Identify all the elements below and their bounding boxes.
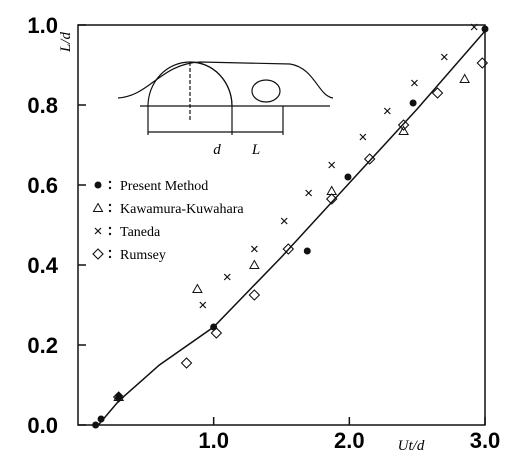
- point: [476, 57, 489, 69]
- legend-label: Kawamura-Kuwahara: [120, 202, 244, 217]
- point: [344, 173, 352, 181]
- point: [409, 99, 417, 107]
- legend-separator: [108, 249, 112, 253]
- y-tick-label: 0.2: [27, 333, 58, 358]
- point: [440, 53, 448, 61]
- point: [248, 289, 261, 301]
- point: [249, 259, 260, 269]
- x-tick-label: 1.0: [198, 428, 229, 453]
- legend-label: Present Method: [120, 179, 208, 194]
- point: [363, 153, 376, 165]
- x-tick-label: 2.0: [334, 428, 365, 453]
- plot-frame: [77, 24, 486, 426]
- point: [328, 161, 336, 169]
- legend-separator: [108, 226, 112, 230]
- point: [359, 133, 367, 141]
- y-axis-label: L/d: [58, 31, 74, 53]
- legend-separator: [108, 186, 112, 190]
- legend-separator: [108, 232, 112, 236]
- point: [250, 245, 258, 253]
- point: [92, 421, 100, 429]
- legend-label: Rumsey: [120, 248, 166, 263]
- point: [459, 73, 471, 83]
- y-tick-label: 0.8: [27, 93, 58, 118]
- point: [411, 79, 418, 87]
- fit-line: [97, 30, 486, 426]
- legend-marker: [92, 202, 104, 212]
- point: [397, 119, 410, 131]
- legend-separator: [108, 255, 112, 259]
- legend-separator: [108, 209, 112, 213]
- point: [280, 217, 288, 225]
- inset-diagram: [117, 61, 334, 135]
- point: [192, 283, 203, 293]
- y-tick-label: 0.4: [27, 253, 58, 278]
- y-tick-label: 0.6: [27, 173, 58, 198]
- legend-separator: [108, 203, 112, 207]
- point: [398, 125, 409, 135]
- point: [325, 193, 338, 205]
- point: [481, 25, 489, 33]
- point: [210, 327, 223, 339]
- inset-label: L: [251, 142, 260, 158]
- legend-marker: [92, 248, 104, 260]
- y-tick-label: 0.0: [27, 413, 58, 438]
- point: [199, 301, 207, 309]
- point: [180, 357, 193, 369]
- point: [383, 107, 391, 115]
- legend-separator: [108, 180, 112, 184]
- x-axis-label: Ut/d: [398, 438, 425, 454]
- y-tick-label: 1.0: [27, 13, 58, 38]
- inset-label: d: [213, 142, 221, 158]
- legend-marker: [94, 181, 102, 189]
- legend-marker: [94, 227, 102, 235]
- point: [470, 23, 478, 31]
- x-tick-label: 3.0: [470, 428, 501, 453]
- point: [223, 273, 231, 281]
- point: [282, 243, 295, 255]
- point: [305, 189, 313, 197]
- point: [303, 247, 311, 255]
- point: [431, 87, 444, 99]
- legend-label: Taneda: [120, 225, 161, 240]
